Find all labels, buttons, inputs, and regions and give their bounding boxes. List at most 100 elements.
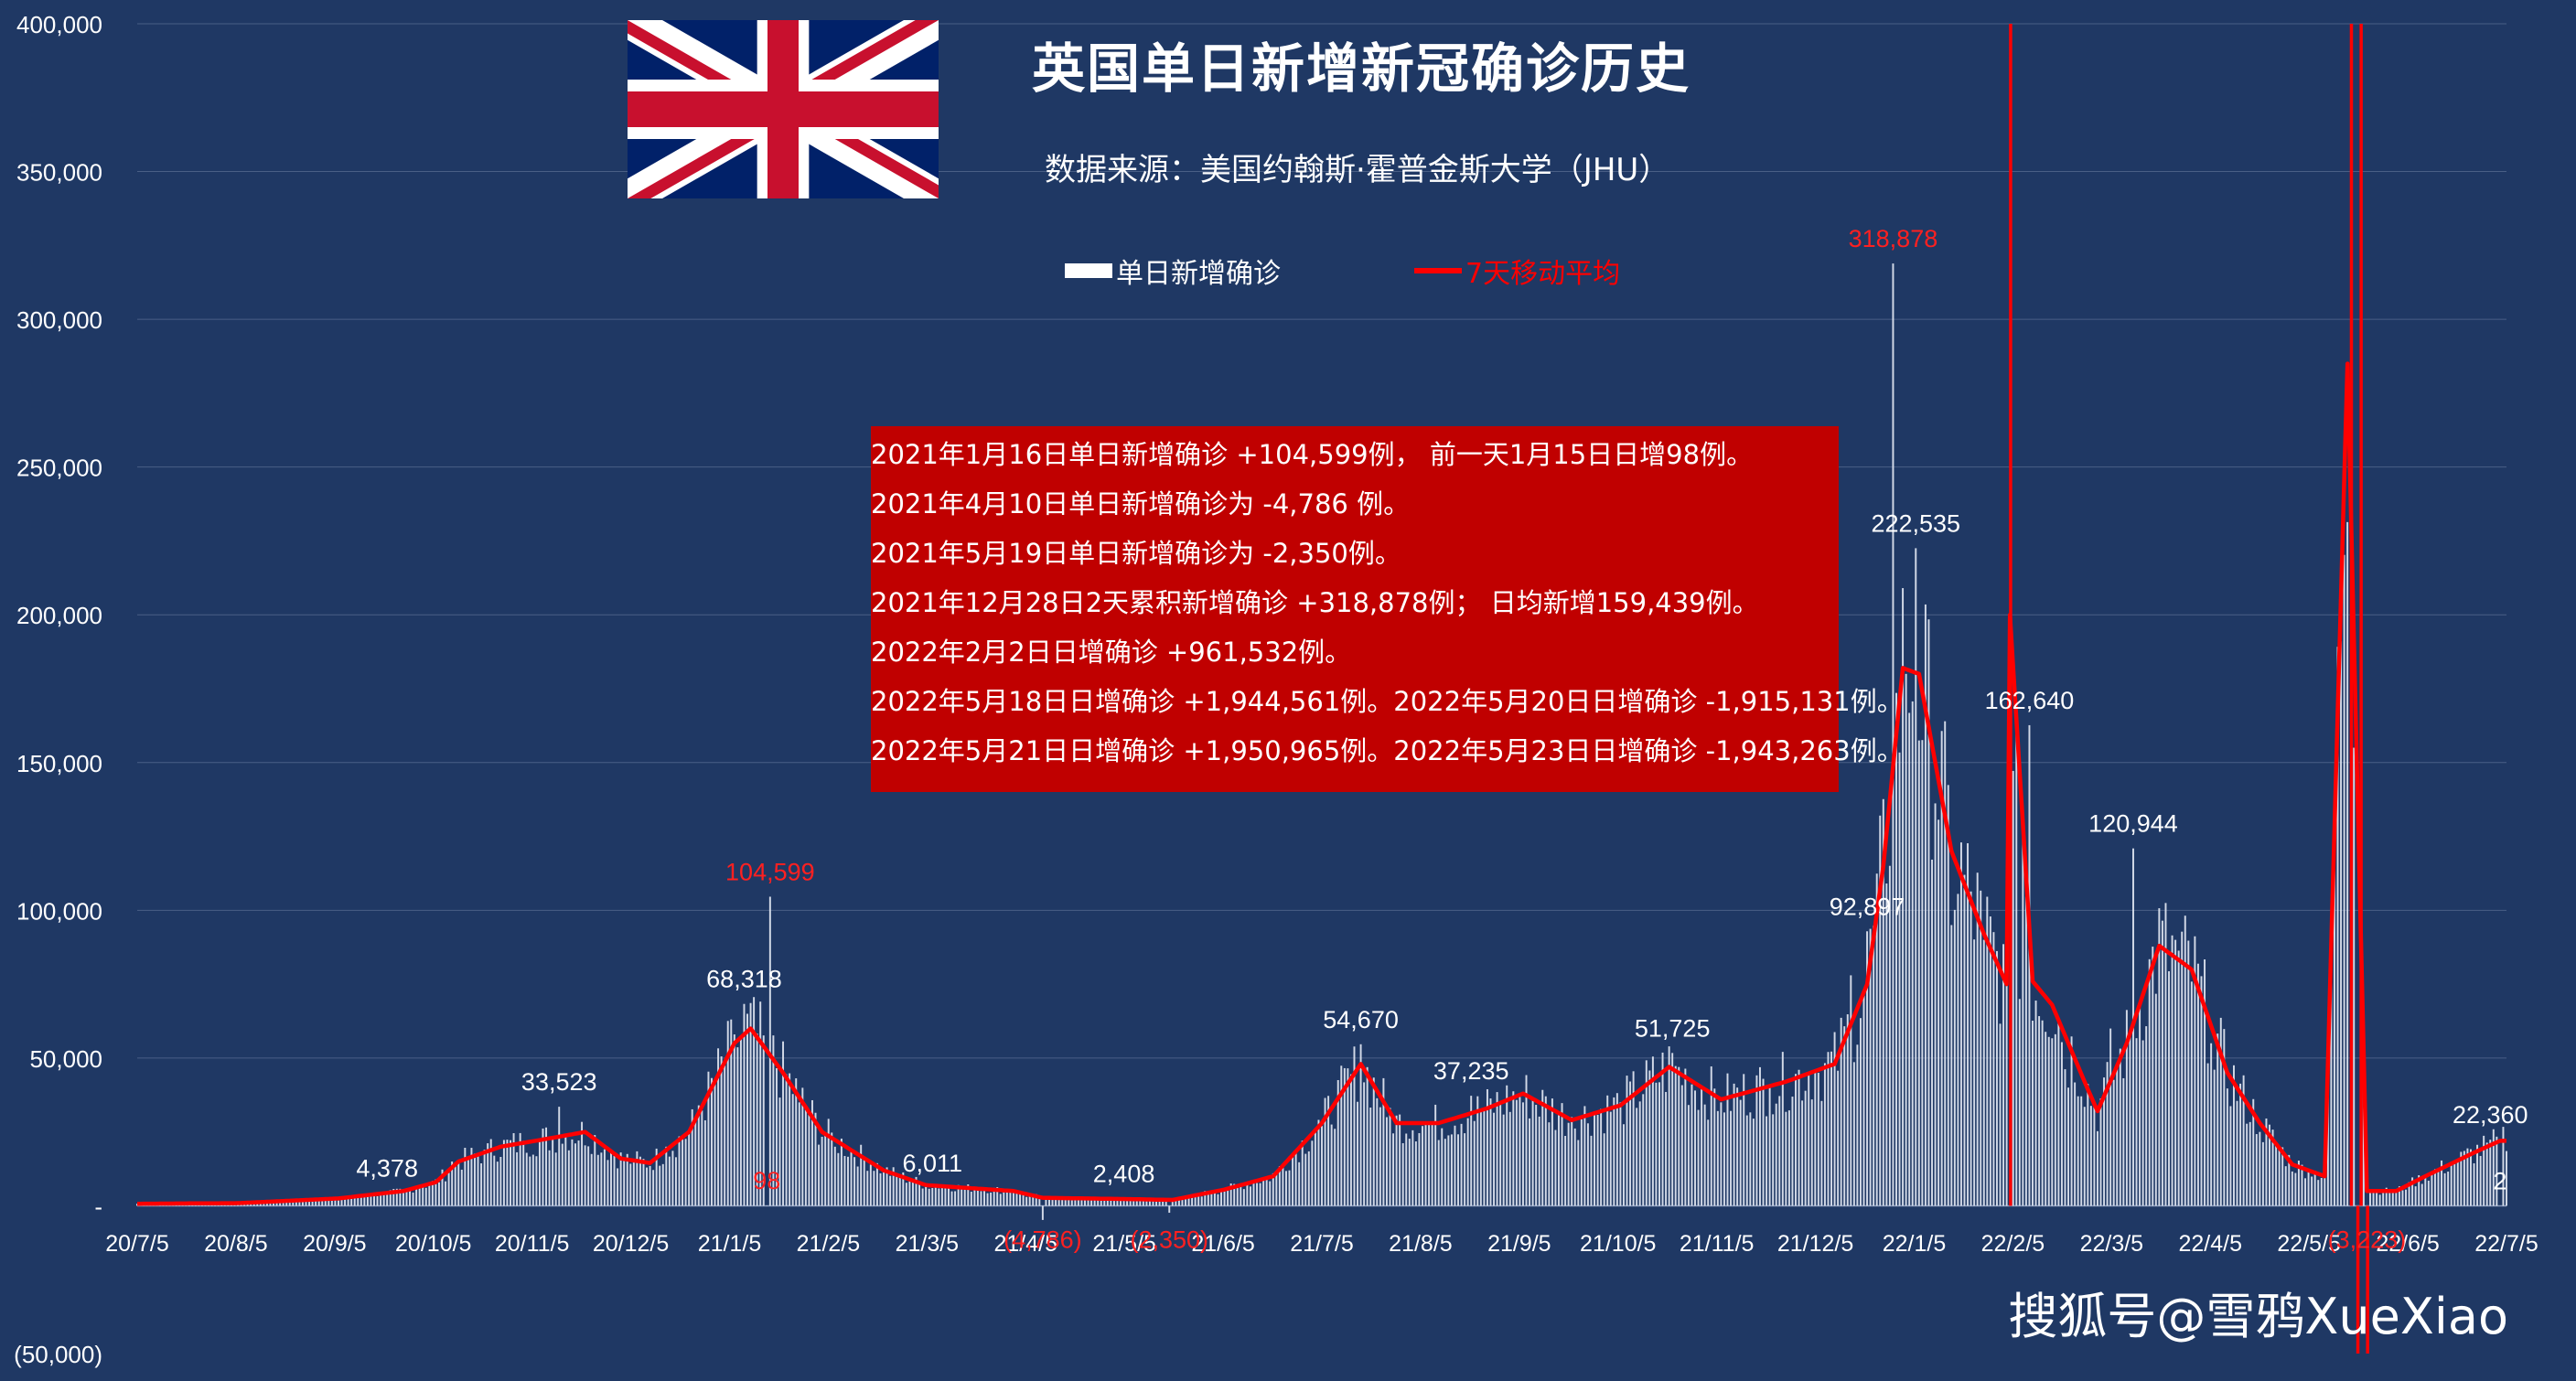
daily-bar [330, 1197, 333, 1206]
daily-bar [642, 1159, 645, 1206]
daily-bar [1525, 1075, 1528, 1206]
daily-bar [2469, 1149, 2472, 1206]
daily-bar [1736, 1087, 1739, 1206]
daily-bar [1431, 1121, 1433, 1206]
daily-bar [1175, 1199, 1177, 1206]
daily-bar [1369, 1108, 1372, 1206]
x-tick-label: 22/6/5 [2376, 1231, 2440, 1257]
x-tick-label: 21/10/5 [1580, 1231, 1656, 1257]
daily-bar [1808, 1075, 1810, 1206]
daily-bar [1885, 883, 1888, 1206]
daily-bar [350, 1196, 353, 1206]
x-tick-label: 22/7/5 [2474, 1231, 2538, 1257]
daily-bar [1665, 1091, 1668, 1206]
x-tick-label: 21/6/5 [1191, 1231, 1255, 1257]
daily-bar [437, 1182, 440, 1206]
daily-bar [493, 1155, 496, 1206]
daily-bar [1061, 1199, 1064, 1206]
daily-bar [347, 1197, 349, 1206]
daily-bar [2284, 1166, 2287, 1206]
daily-bar [321, 1200, 324, 1206]
daily-bar [1401, 1142, 1404, 1206]
daily-bar [1992, 932, 1995, 1206]
daily-bar [724, 1065, 726, 1206]
daily-bar [1561, 1103, 1563, 1206]
uk-flag-icon [628, 20, 939, 198]
daily-bar [1594, 1113, 1596, 1206]
daily-bar [1324, 1097, 1326, 1206]
daily-bar [918, 1182, 921, 1206]
daily-bar [535, 1156, 538, 1206]
daily-bar [1434, 1104, 1437, 1206]
daily-bar [2307, 1170, 2310, 1206]
daily-bar [768, 896, 771, 1206]
data-label: 92,897 [1830, 893, 1905, 920]
daily-bar [1177, 1196, 1180, 1206]
daily-bar [1366, 1066, 1368, 1206]
daily-bar [1548, 1122, 1551, 1206]
daily-bar [944, 1186, 947, 1206]
daily-bar [1314, 1132, 1316, 1206]
daily-bar [1648, 1070, 1651, 1206]
daily-bar [678, 1136, 681, 1206]
daily-bar [1194, 1193, 1197, 1206]
daily-bar [435, 1179, 437, 1206]
daily-bar [412, 1192, 414, 1206]
daily-bar [2135, 1038, 2138, 1206]
daily-bar [2187, 940, 2190, 1206]
daily-bar [1684, 1068, 1687, 1206]
daily-bar [1359, 1044, 1362, 1206]
annotation-line: 2022年5月18日日增确诊 +1,944,561例。2022年5月20日日增确… [871, 686, 1904, 717]
daily-bar [1197, 1194, 1200, 1206]
daily-bar [652, 1170, 655, 1206]
daily-bar [963, 1187, 966, 1206]
daily-bar [1521, 1102, 1524, 1206]
daily-bar [2089, 1106, 2092, 1206]
daily-bar [1690, 1084, 1693, 1206]
daily-bar [1087, 1199, 1089, 1206]
daily-bar [613, 1155, 616, 1206]
daily-bar [2418, 1175, 2420, 1206]
daily-bar [1022, 1194, 1025, 1206]
daily-bar [814, 1112, 817, 1206]
daily-bar [337, 1200, 339, 1206]
daily-bar [2041, 1020, 2044, 1206]
daily-bar [1256, 1183, 1259, 1206]
daily-bar [2158, 908, 2161, 1206]
data-label: 68,318 [706, 966, 782, 993]
daily-bar [2450, 1163, 2453, 1206]
daily-bar [2294, 1172, 2297, 1206]
daily-bar [2229, 1106, 2232, 1206]
daily-bar [1171, 1201, 1174, 1206]
daily-bar [1103, 1199, 1106, 1206]
daily-bar [775, 1067, 778, 1206]
daily-bar [2045, 1032, 2047, 1206]
daily-bar [1424, 1123, 1427, 1206]
daily-bar [424, 1187, 427, 1206]
daily-bar [1444, 1139, 1446, 1206]
daily-bar [1236, 1184, 1239, 1206]
daily-bar [2483, 1135, 2485, 1206]
daily-bar [2269, 1124, 2270, 1206]
x-tick-label: 22/2/5 [1981, 1231, 2045, 1257]
x-tick-label: 21/1/5 [698, 1231, 762, 1257]
daily-bar [1045, 1195, 1047, 1206]
daily-bar [2083, 1107, 2086, 1206]
daily-bar [1217, 1194, 1219, 1206]
daily-bar [668, 1156, 671, 1206]
daily-bar [1785, 1111, 1787, 1206]
daily-bar [1940, 731, 1943, 1206]
daily-bar [418, 1187, 421, 1206]
daily-bar [2122, 1077, 2125, 1206]
annotation-line: 2022年2月2日日增确诊 +961,532例。 [871, 637, 1352, 668]
daily-bar [1441, 1128, 1444, 1206]
daily-bar [818, 1144, 821, 1206]
daily-bar [2002, 944, 2005, 1206]
daily-bar [454, 1162, 456, 1206]
daily-bar [1934, 803, 1937, 1206]
daily-bar [1473, 1120, 1476, 1206]
daily-bar [2152, 947, 2154, 1206]
daily-bar [1155, 1199, 1158, 1206]
daily-bar [1100, 1197, 1102, 1206]
daily-bar [2194, 936, 2196, 1206]
